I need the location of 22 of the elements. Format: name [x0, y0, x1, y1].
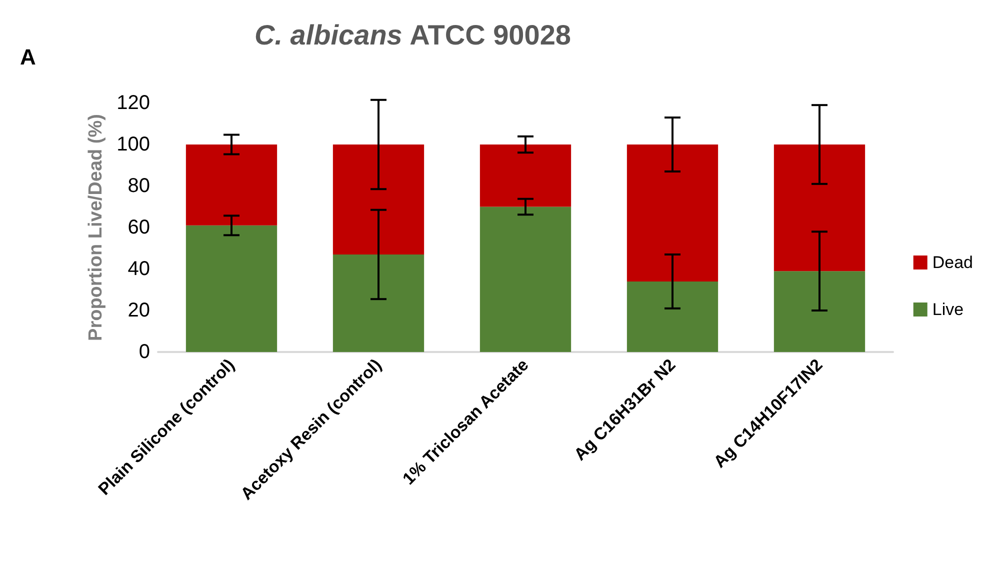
- y-tick-label: 20: [128, 300, 150, 322]
- y-tick-label: 120: [116, 92, 150, 114]
- bar: [774, 271, 866, 352]
- bar: [626, 144, 718, 282]
- bar: [332, 254, 424, 352]
- bar: [332, 144, 424, 254]
- bar: [480, 206, 572, 352]
- text: A: [20, 44, 36, 70]
- bar: [626, 281, 718, 352]
- legend-label: Dead: [932, 253, 973, 272]
- y-tick-label: 0: [138, 341, 150, 363]
- legend-label: Live: [932, 300, 964, 319]
- y-tick-label: 40: [128, 258, 150, 280]
- y-tick-label: 60: [128, 216, 150, 238]
- y-axis-title: Proportion Live/Dead (%): [86, 114, 107, 341]
- y-tick-label: 100: [116, 134, 150, 156]
- bar: [186, 225, 278, 352]
- bar: [186, 144, 278, 226]
- y-tick-label: 80: [128, 175, 150, 197]
- chart-title: C. albicans ATCC 90028: [254, 20, 571, 50]
- bar: [480, 144, 572, 207]
- bar: [774, 144, 866, 272]
